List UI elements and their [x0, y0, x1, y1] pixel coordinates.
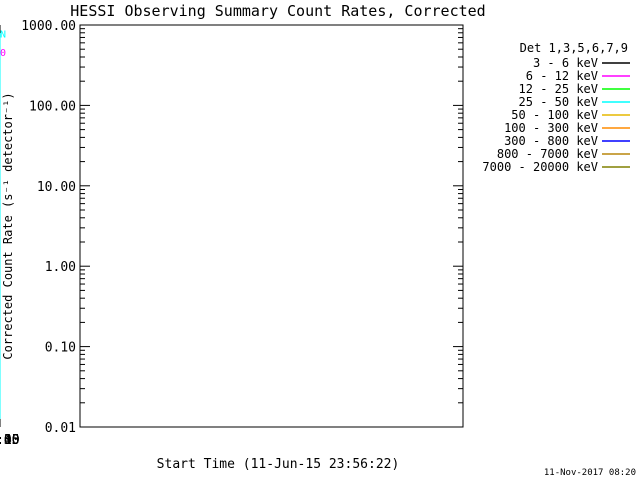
- x-tick-label-01-00: 01:00: [0, 433, 20, 448]
- legend-label-300-800-kev: 300 - 800 keV: [504, 134, 598, 148]
- annotation-label-a0: A0: [0, 48, 6, 59]
- y-tick-label-100-00: 100.00: [29, 99, 76, 114]
- legend-label-12-25-kev: 12 - 25 keV: [519, 82, 598, 96]
- x-tick-label-00-30: 00:30: [0, 433, 20, 448]
- legend-label-3-6-kev: 3 - 6 keV: [533, 56, 598, 70]
- attenuator-annotations: NFA0A1: [0, 29, 6, 59]
- y-tick-label-10-00: 10.00: [37, 180, 76, 195]
- legend-label-7000-20000-kev: 7000 - 20000 keV: [482, 160, 598, 174]
- legend-label-800-7000-kev: 800 - 7000 keV: [497, 147, 598, 161]
- legend-label-25-50-kev: 25 - 50 keV: [519, 95, 598, 109]
- x-tick-label-00-15: 00:15: [0, 433, 20, 448]
- legend-label-6-12-kev: 6 - 12 keV: [526, 69, 598, 83]
- legend-label-50-100-kev: 50 - 100 keV: [511, 108, 598, 122]
- annotation-label-n: N: [0, 29, 6, 40]
- chart-title: HESSI Observing Summary Count Rates, Cor…: [70, 2, 485, 20]
- y-tick-label-0-01: 0.01: [45, 421, 76, 436]
- y-tick-label-1-00: 1.00: [45, 260, 76, 275]
- x-tick-label-01-30: 01:30: [0, 433, 20, 448]
- x-tick-label-00-00: 00:00: [0, 433, 20, 448]
- legend-title: Det 1,3,5,6,7,9: [520, 41, 628, 55]
- y-tick-label-0-10: 0.10: [45, 341, 76, 356]
- y-tick-label-1000-00: 1000.00: [21, 19, 76, 34]
- x-tick-label-01-15: 01:15: [0, 433, 20, 448]
- x-axis-label: Start Time (11-Jun-15 23:56:22): [157, 457, 400, 472]
- date-stamp: 11-Nov-2017 08:20: [544, 468, 636, 478]
- y-axis-label: Corrected Count Rate (s⁻¹ detector⁻¹): [1, 92, 15, 359]
- legend-label-100-300-kev: 100 - 300 keV: [504, 121, 598, 135]
- x-tick-label-00-45: 00:45: [0, 433, 20, 448]
- plot-frame: [79, 24, 464, 428]
- y-axis: 0.01 0.10 1.00 10.00 100.00 1000.00: [21, 19, 463, 436]
